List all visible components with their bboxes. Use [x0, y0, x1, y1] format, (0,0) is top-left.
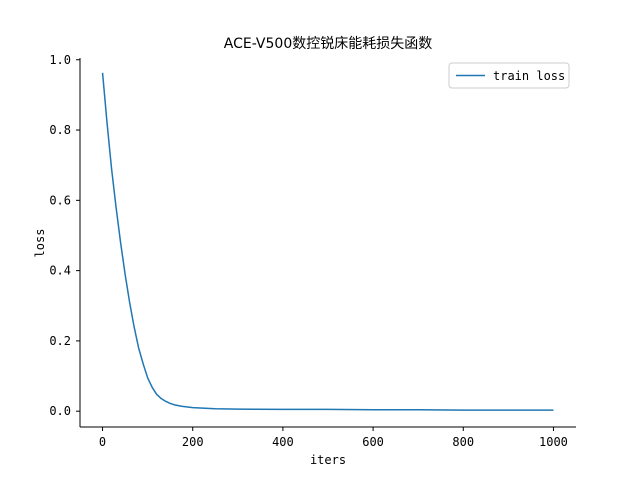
x-tick-label: 600	[362, 435, 384, 449]
y-tick-label: 1.0	[49, 53, 71, 67]
y-tick-label: 0.8	[49, 123, 71, 137]
series-line-train-loss	[101, 72, 554, 411]
x-tick-label: 800	[452, 435, 474, 449]
legend-box	[448, 62, 570, 89]
y-tick-label: 0.0	[49, 404, 71, 418]
x-ticks: 0 200 400 600 800 1000	[99, 427, 568, 449]
chart-title: ACE-V500数控锐床能耗损失函数	[224, 36, 432, 52]
x-axis-label: iters	[310, 453, 346, 467]
y-ticks: 0.0 0.2 0.4 0.6 0.8 1.0	[49, 53, 80, 418]
y-axis-label: loss	[33, 229, 47, 258]
x-tick-label: 1000	[539, 435, 568, 449]
x-tick-label: 200	[182, 435, 204, 449]
y-tick-label: 0.6	[49, 193, 71, 207]
y-tick-label: 0.4	[49, 264, 71, 278]
legend-label-train-loss: train loss	[493, 69, 565, 83]
series-layer	[101, 72, 554, 411]
axes	[79, 58, 576, 428]
y-tick-label: 0.2	[49, 334, 71, 348]
x-tick-label: 0	[99, 435, 106, 449]
legend: train loss	[448, 62, 570, 89]
x-tick-label: 400	[272, 435, 294, 449]
